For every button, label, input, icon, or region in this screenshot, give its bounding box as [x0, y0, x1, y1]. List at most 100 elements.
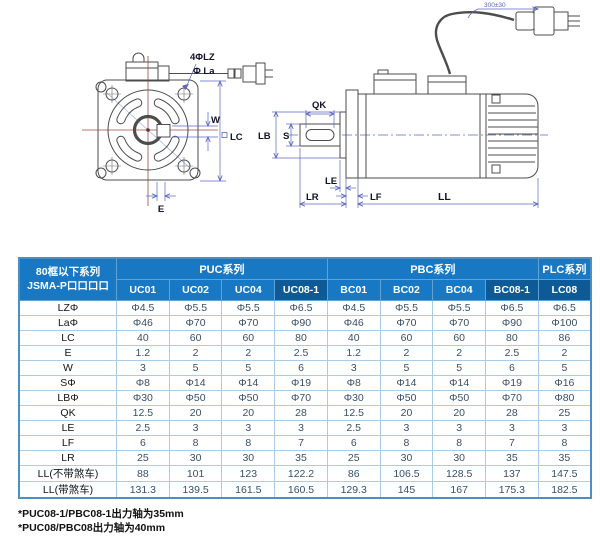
spec-cell: 2.5 [485, 345, 539, 361]
spec-cell: 123 [221, 465, 276, 482]
spec-cell: 25 [326, 450, 381, 466]
spec-cell: 2 [537, 345, 592, 361]
front-view-dimensions: 4ΦLZ Φ La W LC E [146, 52, 243, 215]
spec-cell: Φ46 [116, 315, 170, 331]
dim-label-key-width: W [211, 115, 220, 126]
spec-cell: 5 [379, 360, 434, 376]
spec-cell: 7 [274, 435, 328, 451]
spec-cell: 160.5 [274, 481, 328, 499]
spec-row: LBΦ Φ30 Φ50 Φ50 Φ70 Φ30 Φ50 Φ50 Φ70 Φ80 [18, 390, 592, 406]
row-label: LL(带煞车) [18, 481, 117, 499]
encoder-cable [434, 6, 580, 75]
spec-cell: Φ14 [432, 375, 487, 391]
dim-label-shaft-len: LR [306, 192, 319, 203]
spec-cell: 147.5 [537, 465, 592, 482]
side-view [288, 6, 580, 179]
row-label: W [18, 360, 117, 376]
spec-cell: Φ14 [379, 375, 434, 391]
spec-table: 80框以下系列 JSMA-P口口口口 PUC系列 PBC系列 PLC系列 UC01 U… [18, 257, 592, 499]
spec-cell: Φ14 [221, 375, 276, 391]
spec-cell: 122.2 [274, 465, 328, 482]
spec-cell: 6 [485, 360, 539, 376]
spec-cell: 20 [379, 405, 434, 421]
spec-row: QK 12.5 20 20 28 12.5 20 20 28 25 [18, 405, 592, 421]
header-models-row: UC01 UC02 UC04 UC08-1 BC01 BC02 BC04 BC08-1 LC08 [19, 279, 592, 301]
footnotes: *PUC08-1/PBC08-1出力轴为35mm *PUC08/PBC08出力轴… [18, 508, 600, 535]
spec-cell: 20 [432, 405, 487, 421]
spec-cell: 8 [537, 435, 592, 451]
spec-cell: 30 [221, 450, 276, 466]
spec-cell: 5 [537, 360, 592, 376]
spec-cell: Φ50 [221, 390, 276, 406]
row-label: LF [18, 435, 117, 451]
footnote-1: *PUC08-1/PBC08-1出力轴为35mm [18, 508, 184, 520]
spec-cell: 5 [221, 360, 276, 376]
model-header-uc04: UC04 [221, 279, 276, 301]
spec-cell: 86 [326, 465, 381, 482]
dim-label-flange-dia: Φ La [193, 66, 215, 77]
model-header-lc08: LC08 [537, 279, 592, 301]
spec-cell: 145 [379, 481, 434, 499]
series-group-header: PBC系列 [326, 257, 539, 280]
spec-table-head: 80框以下系列 JSMA-P口口口口 PUC系列 PBC系列 PLC系列 UC01 U… [18, 257, 592, 301]
series-corner-header: 80框以下系列 JSMA-P口口口口 [18, 257, 117, 301]
spec-cell: 2 [168, 345, 223, 361]
spec-cell: 60 [379, 330, 434, 346]
spec-cell: 6 [116, 435, 170, 451]
dim-label-cable-len: 300±30 [484, 2, 506, 9]
model-header-uc01: UC01 [116, 279, 170, 301]
spec-cell: Φ19 [485, 375, 539, 391]
dim-label-flange-thick: LF [370, 192, 382, 203]
dim-label-shaft-dia: S [283, 131, 289, 142]
corner-header-line1: 80框以下系列 [35, 266, 101, 279]
spec-cell: 5 [432, 360, 487, 376]
spec-cell: Φ6.5 [274, 300, 328, 316]
row-label: E [18, 345, 117, 361]
spec-cell: 35 [537, 450, 592, 466]
spec-cell: 30 [432, 450, 487, 466]
spec-cell: 20 [168, 405, 223, 421]
spec-cell: 3 [379, 420, 434, 436]
front-view [82, 52, 273, 206]
spec-cell: Φ90 [274, 315, 328, 331]
spec-cell: Φ30 [116, 390, 170, 406]
spec-cell: Φ80 [537, 390, 592, 406]
spec-cell: 30 [168, 450, 223, 466]
series-group-header: PLC系列 [537, 257, 592, 280]
row-label: LaΦ [18, 315, 117, 331]
dim-label-holes: 4ΦLZ [190, 52, 215, 63]
model-header-bc02: BC02 [379, 279, 434, 301]
spec-cell: Φ8 [116, 375, 170, 391]
spec-cell: Φ70 [432, 315, 487, 331]
dim-label-boss-len: LE [325, 176, 337, 187]
spec-cell: Φ5.5 [432, 300, 487, 316]
spec-row: LC 40 60 60 80 40 60 60 80 86 [18, 330, 592, 346]
spec-cell: Φ8 [326, 375, 381, 391]
spec-cell: 6 [326, 435, 381, 451]
spec-cell: 167 [432, 481, 487, 499]
corner-header-line2: JSMA-P口口口口 [27, 279, 109, 292]
spec-cell: Φ90 [485, 315, 539, 331]
spec-cell: 25 [537, 405, 592, 421]
spec-cell: 8 [168, 435, 223, 451]
spec-cell: 3 [116, 360, 170, 376]
spec-cell: 137 [485, 465, 539, 482]
spec-cell: Φ4.5 [116, 300, 170, 316]
row-label: LL(不带煞车) [18, 465, 117, 482]
spec-cell: 20 [221, 405, 276, 421]
spec-cell: 25 [116, 450, 170, 466]
spec-cell: Φ5.5 [168, 300, 223, 316]
center-point [146, 128, 150, 132]
spec-row: LaΦ Φ46 Φ70 Φ70 Φ90 Φ46 Φ70 Φ70 Φ90 Φ100 [18, 315, 592, 331]
spec-cell: 7 [485, 435, 539, 451]
spec-cell: 1.2 [116, 345, 170, 361]
header-groups-row: 80框以下系列 JSMA-P口口口口 PUC系列 PBC系列 PLC系列 [18, 257, 592, 301]
dim-label-key-length: QK [312, 100, 326, 111]
spec-cell: Φ70 [485, 390, 539, 406]
spec-row: LL(带煞车) 131.3 139.5 161.5 160.5 129.3 145 167 17… [18, 481, 592, 499]
spec-cell: 3 [168, 420, 223, 436]
spec-cell: 3 [221, 420, 276, 436]
spec-cell: Φ30 [326, 390, 381, 406]
